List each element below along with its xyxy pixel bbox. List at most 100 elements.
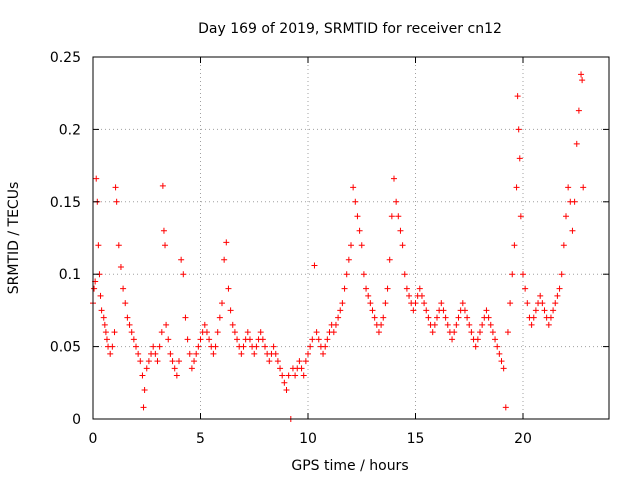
data-point — [156, 343, 163, 350]
data-point — [496, 350, 503, 357]
data-point — [350, 184, 357, 191]
data-point — [440, 307, 447, 314]
data-point — [274, 358, 281, 365]
y-tick-label: 0.2 — [59, 122, 81, 138]
data-point — [380, 314, 387, 321]
data-point — [111, 329, 118, 336]
data-point — [219, 300, 225, 307]
data-point — [100, 314, 107, 321]
data-point — [378, 321, 385, 328]
data-point — [212, 343, 219, 350]
data-point — [246, 336, 253, 343]
data-point — [369, 307, 376, 314]
data-point — [483, 307, 490, 314]
y-tick-label: 0.15 — [50, 195, 81, 211]
data-point — [494, 343, 501, 350]
data-point — [139, 372, 146, 379]
data-point — [489, 329, 496, 336]
data-point — [145, 358, 152, 365]
data-point — [186, 350, 193, 357]
data-point — [541, 307, 548, 314]
data-point — [253, 343, 260, 350]
grid — [93, 57, 609, 419]
data-point — [431, 321, 438, 328]
data-point — [143, 365, 150, 372]
data-point — [203, 329, 210, 336]
data-point — [158, 329, 165, 336]
data-point — [556, 285, 563, 292]
plot-frame — [92, 56, 610, 420]
data-point — [560, 242, 567, 249]
x-tick-label: 10 — [299, 431, 317, 447]
data-point — [545, 321, 552, 328]
data-point — [180, 271, 187, 278]
data-point — [388, 213, 395, 220]
data-point — [578, 71, 585, 78]
data-point — [115, 242, 122, 249]
data-point — [352, 198, 359, 205]
data-point — [425, 314, 432, 321]
data-point — [515, 126, 522, 133]
data-point — [120, 285, 127, 292]
data-point — [126, 321, 133, 328]
data-point — [569, 227, 576, 234]
data-point — [485, 314, 492, 321]
y-tick-label: 0.1 — [59, 267, 81, 283]
data-point — [206, 336, 213, 343]
data-point — [178, 256, 185, 263]
data-point — [358, 242, 365, 249]
data-point — [558, 271, 565, 278]
data-point — [375, 329, 382, 336]
data-point — [466, 321, 473, 328]
data-point — [91, 285, 98, 292]
data-point — [135, 350, 142, 357]
data-point — [113, 198, 120, 205]
data-point — [225, 285, 232, 292]
data-point — [528, 321, 535, 328]
data-point — [244, 329, 251, 336]
data-point — [112, 184, 119, 191]
data-point — [337, 307, 344, 314]
data-point — [195, 343, 202, 350]
data-point — [171, 365, 178, 372]
data-point — [320, 350, 327, 357]
data-point — [565, 184, 572, 191]
data-point — [150, 343, 157, 350]
data-point — [201, 321, 208, 328]
data-point — [227, 307, 234, 314]
data-point — [210, 350, 217, 357]
data-point — [270, 343, 277, 350]
x-tick-label: 20 — [514, 431, 532, 447]
data-point — [382, 300, 389, 307]
data-point — [266, 358, 273, 365]
data-point — [423, 307, 430, 314]
data-point — [530, 314, 537, 321]
data-point — [339, 300, 346, 307]
data-point — [477, 329, 483, 336]
data-point — [406, 292, 413, 299]
data-point — [167, 350, 174, 357]
data-point — [101, 321, 108, 328]
data-point — [395, 213, 402, 220]
data-point — [163, 321, 170, 328]
data-point — [401, 271, 408, 278]
data-point — [455, 314, 462, 321]
data-point — [182, 314, 189, 321]
data-point — [160, 227, 167, 234]
data-point — [193, 350, 200, 357]
x-axis-title: GPS time / hours — [291, 458, 408, 474]
data-point — [173, 372, 180, 379]
data-point — [330, 329, 337, 336]
data-point — [416, 285, 423, 292]
data-point — [298, 365, 305, 372]
data-point — [356, 227, 363, 234]
data-point — [154, 358, 161, 365]
data-point — [216, 314, 223, 321]
data-point — [554, 292, 561, 299]
data-point — [231, 329, 238, 336]
data-point — [313, 329, 320, 336]
data-point — [429, 329, 436, 336]
data-point — [492, 336, 499, 343]
data-point — [391, 175, 397, 182]
data-point — [449, 336, 456, 343]
